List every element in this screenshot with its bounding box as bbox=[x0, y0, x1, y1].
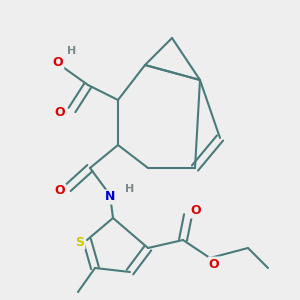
Text: N: N bbox=[105, 190, 115, 203]
Text: O: O bbox=[209, 257, 219, 271]
Text: H: H bbox=[68, 46, 76, 56]
Text: H: H bbox=[125, 184, 135, 194]
Text: O: O bbox=[55, 106, 65, 119]
Text: O: O bbox=[53, 56, 63, 70]
Text: O: O bbox=[55, 184, 65, 197]
Text: O: O bbox=[191, 205, 201, 218]
Text: S: S bbox=[76, 236, 85, 248]
